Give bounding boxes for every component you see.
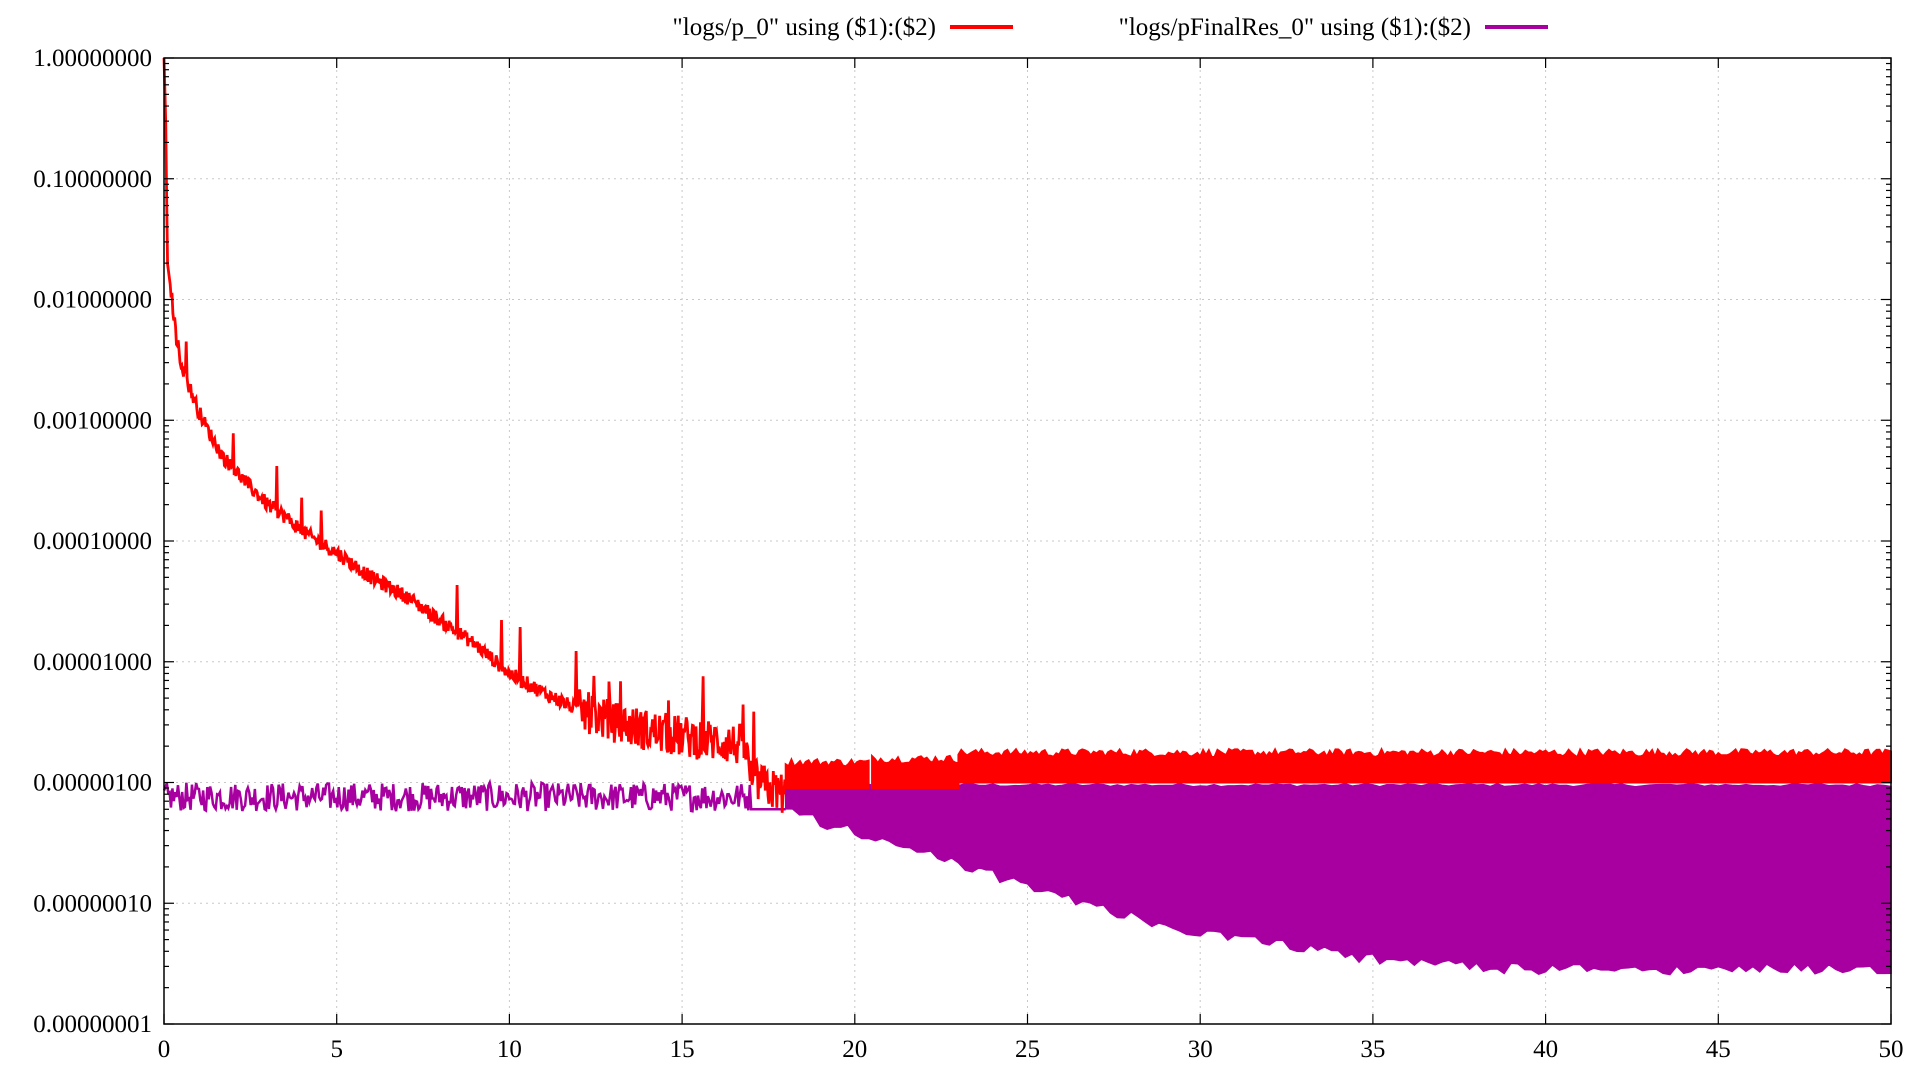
y-tick-label: 0.00000010 <box>33 890 152 917</box>
y-tick-label: 0.10000000 <box>33 166 152 193</box>
series-p0-band <box>871 753 960 790</box>
x-tick-label: 45 <box>1706 1036 1731 1063</box>
x-tick-label: 15 <box>670 1036 695 1063</box>
x-tick-label: 35 <box>1360 1036 1385 1063</box>
y-tick-label: 0.00010000 <box>33 528 152 555</box>
legend-entry-pfinalres0: "logs/pFinalRes_0" using ($1):($2) <box>1119 14 1471 41</box>
legend: "logs/p_0" using ($1):($2) "logs/pFinalR… <box>673 14 1548 41</box>
y-tick-label: 0.00000100 <box>33 770 152 797</box>
x-tick-label: 20 <box>842 1036 867 1063</box>
x-tick-label: 5 <box>330 1036 343 1063</box>
x-tick-label: 30 <box>1188 1036 1213 1063</box>
y-tick-label: 0.00100000 <box>33 407 152 434</box>
data-layer <box>162 57 1892 976</box>
x-tick-label: 25 <box>1015 1036 1040 1063</box>
y-tick-label: 0.01000000 <box>33 287 152 314</box>
y-tick-label: 1.00000000 <box>33 45 152 72</box>
x-tick-label: 40 <box>1533 1036 1558 1063</box>
y-tick-label: 0.00000001 <box>33 1011 152 1038</box>
x-tick-label: 10 <box>497 1036 522 1063</box>
x-tick-label: 0 <box>158 1036 171 1063</box>
tick-layer: 0 5 10 15 20 25 30 35 40 45 50 1.00000000 0.10000000… <box>33 45 1903 1063</box>
series-pfinalres0-band <box>784 782 1892 976</box>
series-p0-band <box>957 746 1892 784</box>
legend-entry-p0: "logs/p_0" using ($1):($2) <box>673 14 936 41</box>
x-tick-label: 50 <box>1879 1036 1904 1063</box>
series-p0-line <box>162 57 788 813</box>
y-tick-label: 0.00001000 <box>33 649 152 676</box>
series-pfinalres0-line <box>162 778 786 814</box>
series-p0-band <box>784 756 870 790</box>
